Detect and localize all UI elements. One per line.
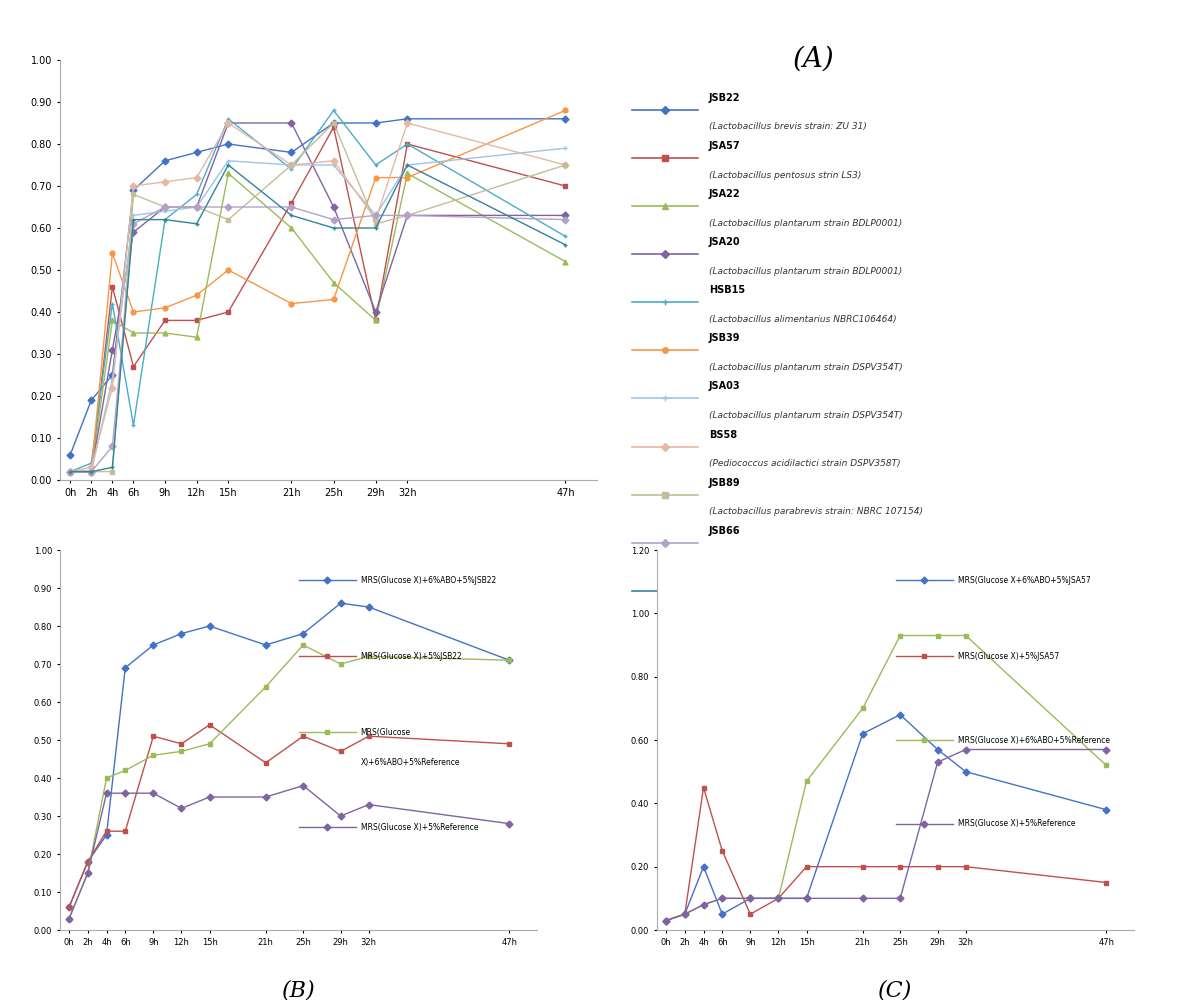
Text: (Lactobacillus alimentarius NBRC106464): (Lactobacillus alimentarius NBRC106464)	[709, 315, 897, 324]
Text: (Lactobacillus plantarum strain DSPV354T): (Lactobacillus plantarum strain DSPV354T…	[709, 363, 903, 372]
Text: (Lactobacillus alimentarius strain: NBRC 106464): (Lactobacillus alimentarius strain: NBRC…	[709, 556, 931, 565]
Text: (Lactobacillus fructivorans NBRC 14747): (Lactobacillus fructivorans NBRC 14747)	[709, 604, 892, 613]
Text: (Lactobacillus brevis strain: ZU 31): (Lactobacillus brevis strain: ZU 31)	[709, 122, 867, 131]
Text: JSB39: JSB39	[709, 333, 740, 343]
Text: JSA22: JSA22	[709, 189, 740, 199]
Text: BS58: BS58	[709, 430, 737, 440]
Text: JSA20: JSA20	[709, 237, 740, 247]
Text: MRS(Glucose X)+6%ABO+5%JSB22: MRS(Glucose X)+6%ABO+5%JSB22	[361, 576, 496, 585]
Text: (A): (A)	[793, 46, 833, 73]
Text: (Lactobacillus plantarum strain BDLP0001): (Lactobacillus plantarum strain BDLP0001…	[709, 219, 901, 228]
Text: MRS(Glucose X)+6%ABO+5%Reference: MRS(Glucose X)+6%ABO+5%Reference	[958, 736, 1109, 744]
Text: JSB66: JSB66	[709, 526, 740, 536]
Text: HSB15: HSB15	[709, 285, 745, 295]
Text: (Lactobacillus plantarum strain DSPV354T): (Lactobacillus plantarum strain DSPV354T…	[709, 411, 903, 420]
Text: JSC02: JSC02	[709, 574, 740, 584]
Text: (Lactobacillus parabrevis strain: NBRC 107154): (Lactobacillus parabrevis strain: NBRC 1…	[709, 507, 923, 516]
Text: (C): (C)	[879, 979, 912, 1000]
Text: MRS(Glucose X+6%ABO+5%JSA57: MRS(Glucose X+6%ABO+5%JSA57	[958, 576, 1090, 585]
Text: (Lactobacillus pentosus strin LS3): (Lactobacillus pentosus strin LS3)	[709, 170, 861, 180]
Text: X)+6%ABO+5%Reference: X)+6%ABO+5%Reference	[361, 758, 460, 767]
Text: JSA57: JSA57	[709, 141, 740, 151]
Text: JSA03: JSA03	[709, 381, 740, 391]
Text: MRS(Glucose X)+5%Reference: MRS(Glucose X)+5%Reference	[958, 819, 1075, 828]
Text: (Lactobacillus plantarum strain BDLP0001): (Lactobacillus plantarum strain BDLP0001…	[709, 267, 901, 276]
Text: (Pediococcus acidilactici strain DSPV358T): (Pediococcus acidilactici strain DSPV358…	[709, 459, 900, 468]
Text: MRS(Glucose: MRS(Glucose	[361, 728, 411, 737]
Text: JSB22: JSB22	[709, 93, 740, 103]
Text: JSB89: JSB89	[709, 478, 740, 488]
Text: MRS(Glucose X)+5%JSA57: MRS(Glucose X)+5%JSA57	[958, 652, 1059, 661]
Text: MRS(Glucose X)+5%JSB22: MRS(Glucose X)+5%JSB22	[361, 652, 461, 661]
Text: MRS(Glucose X)+5%Reference: MRS(Glucose X)+5%Reference	[361, 823, 478, 832]
Text: (B): (B)	[282, 979, 315, 1000]
